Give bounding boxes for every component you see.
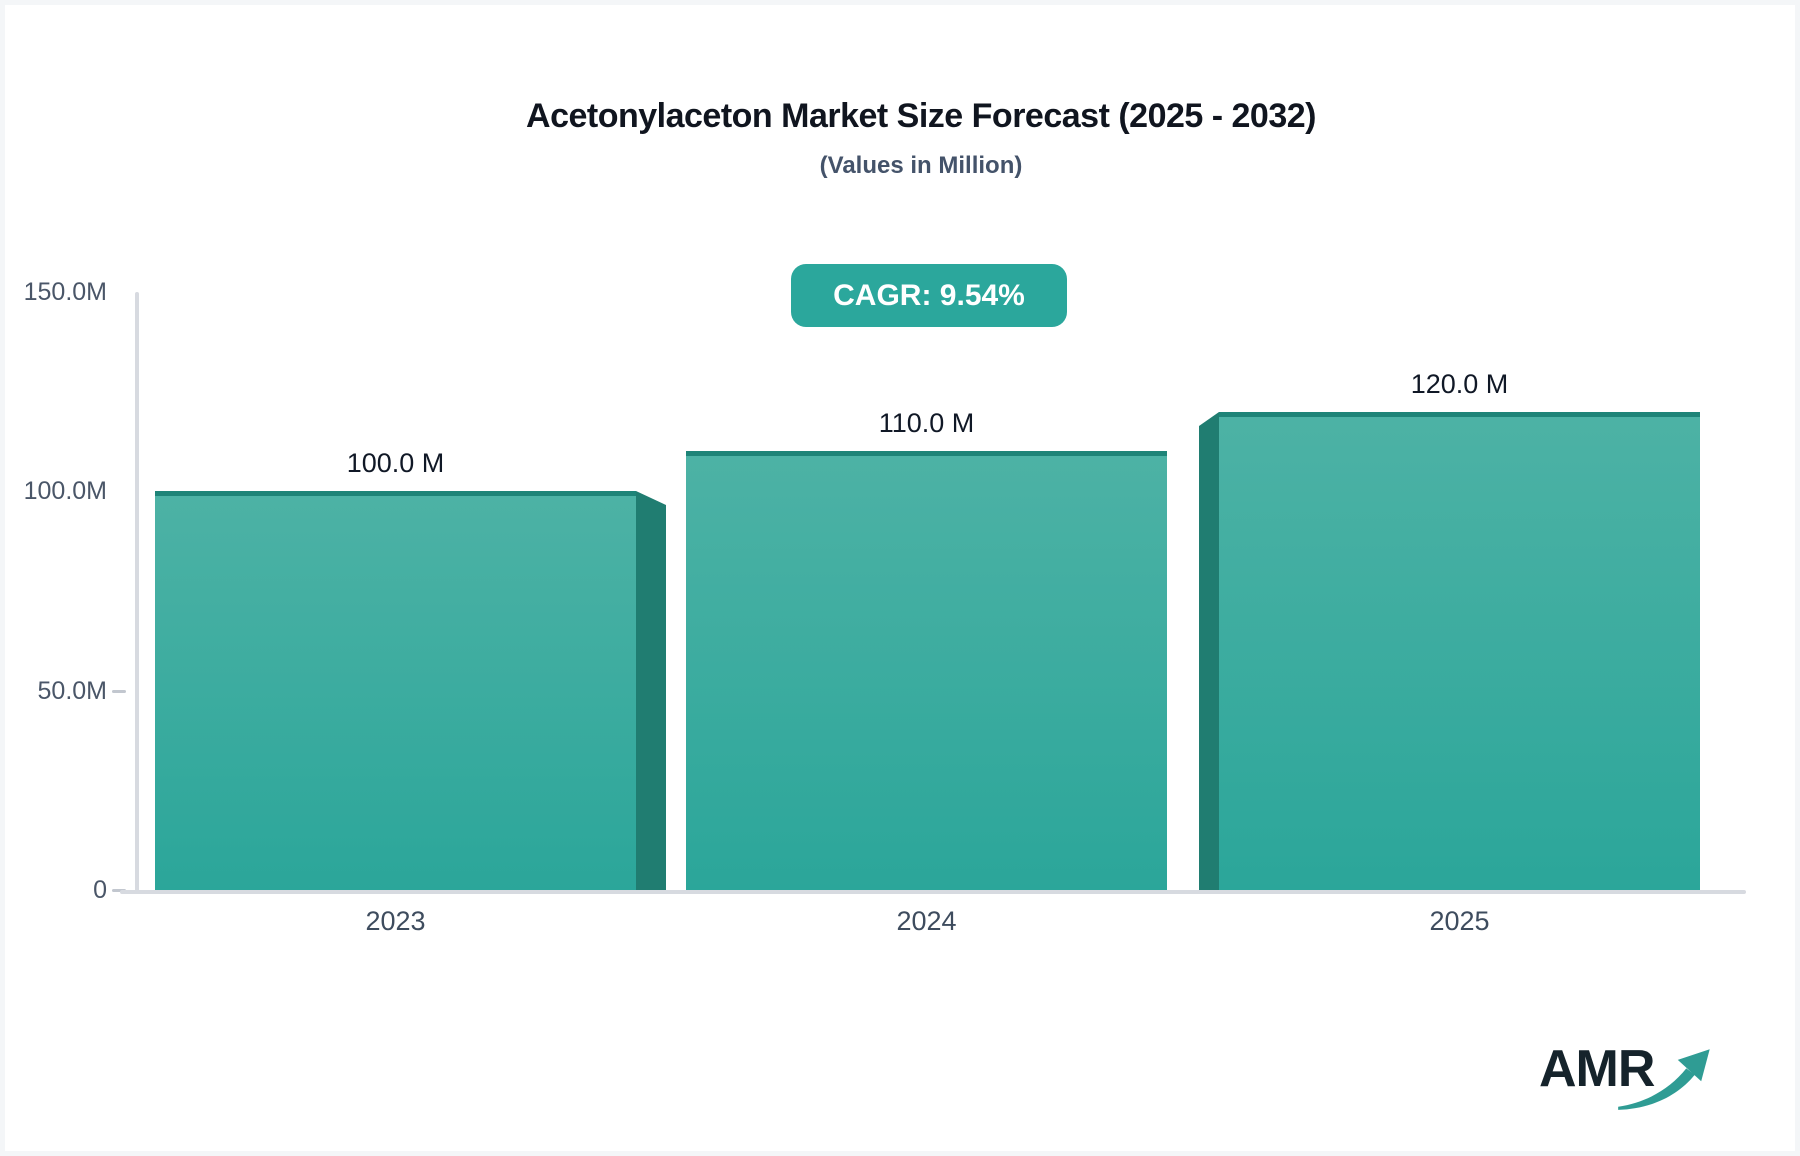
bar-2024: [686, 451, 1167, 890]
chart-subtitle: (Values in Million): [819, 152, 1023, 179]
chart-title: Acetonylaceton Market Size Forecast (202…: [526, 97, 1316, 135]
y-axis-tick-label: 0: [93, 876, 107, 904]
y-axis-tick-label: 150.0M: [23, 278, 107, 306]
y-axis-tick-label: 50.0M: [37, 676, 107, 705]
y-axis-tick-mark: [112, 889, 126, 892]
bar-3d-side: [1199, 412, 1219, 890]
amr-logo-text: AMR: [1539, 1040, 1655, 1098]
y-axis-tick-label: 100.0M: [23, 477, 107, 506]
bar-top-edge: [1219, 412, 1700, 417]
x-axis-tick-label: 2025: [1429, 906, 1490, 936]
bar-3d-side: [636, 491, 666, 890]
bar-value-label: 120.0 M: [1410, 369, 1509, 399]
bar-value-label: 100.0 M: [346, 448, 445, 478]
plot-area: 150.0M 100.0M 50.0M 0 100.0 M 2023 110.0 M 2024…: [5, 5, 1795, 1151]
bar-value-label: 110.0 M: [878, 408, 975, 438]
bar-top-edge: [686, 451, 1167, 456]
chart-header: Acetonylaceton Market Size Forecast (202…: [5, 97, 1795, 180]
y-axis-line: [135, 292, 139, 893]
bar-2023: [155, 491, 636, 890]
bar-2025: [1219, 412, 1700, 890]
amr-logo: AMR: [1535, 1037, 1725, 1117]
x-axis-tick-label: 2024: [896, 906, 957, 936]
cagr-badge-label: CAGR: 9.54%: [833, 278, 1025, 312]
y-axis-tick-mark: [112, 689, 126, 693]
bar-top-edge: [155, 491, 636, 496]
cagr-badge: CAGR: 9.54%: [791, 264, 1067, 327]
trend-up-arrow-icon: [1618, 1049, 1710, 1110]
x-axis-line: [120, 890, 1746, 894]
x-axis-tick-label: 2023: [365, 906, 426, 936]
